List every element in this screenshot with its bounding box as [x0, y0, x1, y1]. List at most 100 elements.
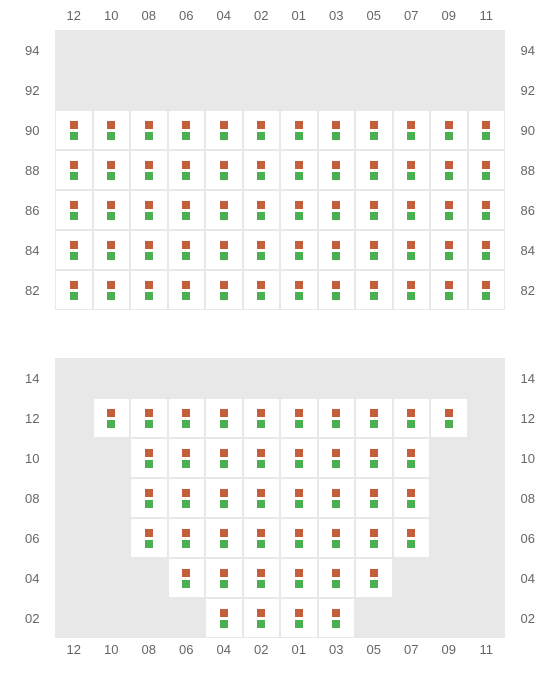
slot-filled[interactable] — [93, 110, 131, 150]
slot-filled[interactable] — [430, 110, 468, 150]
slot-filled[interactable] — [393, 438, 431, 478]
slot-filled[interactable] — [280, 150, 318, 190]
slot-filled[interactable] — [468, 270, 506, 310]
slot-filled[interactable] — [430, 150, 468, 190]
slot-filled[interactable] — [280, 270, 318, 310]
slot-filled[interactable] — [243, 230, 281, 270]
slot-filled[interactable] — [393, 270, 431, 310]
slot-filled[interactable] — [93, 230, 131, 270]
slot-filled[interactable] — [130, 110, 168, 150]
slot-filled[interactable] — [130, 438, 168, 478]
slot-filled[interactable] — [393, 398, 431, 438]
slot-filled[interactable] — [280, 190, 318, 230]
slot-filled[interactable] — [205, 558, 243, 598]
slot-filled[interactable] — [355, 478, 393, 518]
slot-filled[interactable] — [205, 438, 243, 478]
slot-filled[interactable] — [205, 518, 243, 558]
slot-filled[interactable] — [168, 110, 206, 150]
slot-filled[interactable] — [55, 150, 93, 190]
slot-filled[interactable] — [168, 518, 206, 558]
slot-filled[interactable] — [55, 270, 93, 310]
slot-filled[interactable] — [280, 230, 318, 270]
slot-filled[interactable] — [468, 150, 506, 190]
slot-filled[interactable] — [168, 398, 206, 438]
slot-filled[interactable] — [468, 110, 506, 150]
slot-filled[interactable] — [130, 150, 168, 190]
slot-filled[interactable] — [318, 270, 356, 310]
slot-filled[interactable] — [205, 398, 243, 438]
slot-filled[interactable] — [318, 110, 356, 150]
slot-filled[interactable] — [355, 110, 393, 150]
slot-filled[interactable] — [393, 110, 431, 150]
slot-filled[interactable] — [318, 230, 356, 270]
slot-filled[interactable] — [93, 150, 131, 190]
slot-filled[interactable] — [318, 438, 356, 478]
slot-filled[interactable] — [243, 598, 281, 638]
slot-filled[interactable] — [430, 398, 468, 438]
slot-filled[interactable] — [355, 558, 393, 598]
slot-filled[interactable] — [355, 190, 393, 230]
slot-filled[interactable] — [318, 190, 356, 230]
slot-filled[interactable] — [168, 190, 206, 230]
slot-filled[interactable] — [430, 190, 468, 230]
slot-filled[interactable] — [205, 230, 243, 270]
slot-filled[interactable] — [130, 230, 168, 270]
slot-filled[interactable] — [355, 398, 393, 438]
slot-filled[interactable] — [205, 270, 243, 310]
slot-filled[interactable] — [280, 478, 318, 518]
slot-filled[interactable] — [168, 230, 206, 270]
slot-filled[interactable] — [55, 230, 93, 270]
slot-filled[interactable] — [393, 518, 431, 558]
slot-filled[interactable] — [243, 110, 281, 150]
slot-filled[interactable] — [280, 438, 318, 478]
slot-filled[interactable] — [355, 518, 393, 558]
slot-filled[interactable] — [93, 270, 131, 310]
slot-filled[interactable] — [355, 150, 393, 190]
slot-filled[interactable] — [205, 190, 243, 230]
slot-filled[interactable] — [430, 230, 468, 270]
slot-filled[interactable] — [393, 478, 431, 518]
slot-filled[interactable] — [93, 398, 131, 438]
slot-filled[interactable] — [355, 270, 393, 310]
slot-filled[interactable] — [393, 150, 431, 190]
slot-filled[interactable] — [318, 478, 356, 518]
slot-filled[interactable] — [355, 438, 393, 478]
slot-filled[interactable] — [243, 190, 281, 230]
slot-filled[interactable] — [468, 230, 506, 270]
slot-filled[interactable] — [168, 558, 206, 598]
slot-filled[interactable] — [280, 110, 318, 150]
slot-filled[interactable] — [280, 518, 318, 558]
slot-filled[interactable] — [55, 190, 93, 230]
slot-filled[interactable] — [430, 270, 468, 310]
slot-filled[interactable] — [243, 558, 281, 598]
slot-filled[interactable] — [130, 190, 168, 230]
slot-filled[interactable] — [280, 398, 318, 438]
slot-filled[interactable] — [205, 110, 243, 150]
slot-filled[interactable] — [318, 598, 356, 638]
slot-filled[interactable] — [55, 110, 93, 150]
slot-filled[interactable] — [130, 518, 168, 558]
slot-filled[interactable] — [280, 558, 318, 598]
slot-filled[interactable] — [243, 150, 281, 190]
slot-filled[interactable] — [393, 230, 431, 270]
slot-filled[interactable] — [393, 190, 431, 230]
slot-filled[interactable] — [168, 150, 206, 190]
slot-filled[interactable] — [243, 518, 281, 558]
slot-filled[interactable] — [243, 478, 281, 518]
slot-filled[interactable] — [168, 478, 206, 518]
slot-filled[interactable] — [280, 598, 318, 638]
slot-filled[interactable] — [243, 398, 281, 438]
slot-filled[interactable] — [318, 398, 356, 438]
slot-filled[interactable] — [468, 190, 506, 230]
slot-filled[interactable] — [355, 230, 393, 270]
slot-filled[interactable] — [243, 438, 281, 478]
slot-filled[interactable] — [243, 270, 281, 310]
slot-filled[interactable] — [318, 150, 356, 190]
slot-filled[interactable] — [130, 398, 168, 438]
slot-filled[interactable] — [318, 558, 356, 598]
slot-filled[interactable] — [168, 438, 206, 478]
slot-filled[interactable] — [168, 270, 206, 310]
slot-filled[interactable] — [93, 190, 131, 230]
slot-filled[interactable] — [130, 478, 168, 518]
slot-filled[interactable] — [205, 150, 243, 190]
